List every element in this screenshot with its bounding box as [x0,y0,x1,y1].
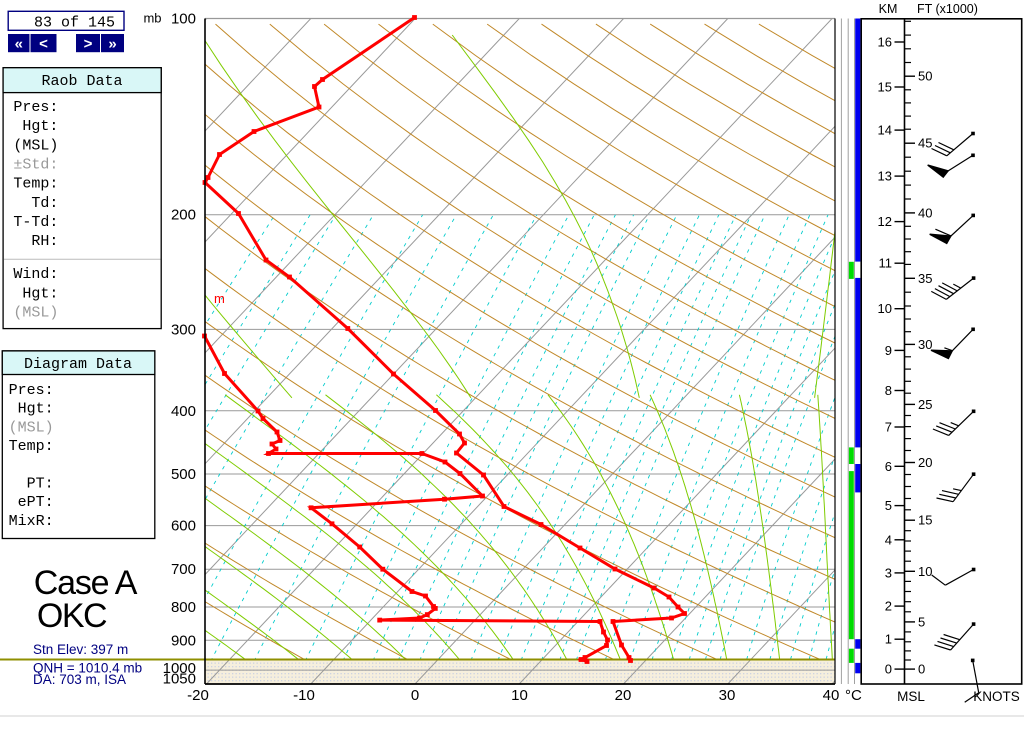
svg-text:100: 100 [171,11,196,28]
svg-text:10: 10 [918,564,932,579]
svg-text:7: 7 [885,420,892,435]
svg-text:10: 10 [511,687,528,704]
svg-text:°C: °C [845,687,862,704]
svg-text:Hgt:: Hgt: [22,118,58,135]
svg-text:MixR:: MixR: [9,513,54,530]
svg-text:700: 700 [171,561,196,578]
svg-text:Pres:: Pres: [9,382,54,399]
svg-text:Raob Data: Raob Data [41,73,122,90]
svg-text:5: 5 [885,498,892,513]
svg-text:40: 40 [918,205,932,220]
svg-text:PT:: PT: [27,476,54,493]
svg-text:MSL: MSL [897,689,925,704]
svg-text:KNOTS: KNOTS [973,689,1020,704]
svg-text:Case A: Case A [34,564,138,602]
svg-text:400: 400 [171,403,196,420]
svg-text:0: 0 [411,687,419,704]
svg-text:300: 300 [171,321,196,338]
svg-text:DA: 703 m, ISA: DA: 703 m, ISA [33,672,126,687]
svg-text:KM: KM [879,2,898,16]
svg-text:Hgt:: Hgt: [18,401,54,418]
svg-text:QNH = 1010.4 mb: QNH = 1010.4 mb [33,661,142,676]
svg-text:0: 0 [885,662,892,677]
svg-text:3: 3 [885,565,892,580]
svg-text:30: 30 [918,337,932,352]
svg-text:RH:: RH: [31,233,58,250]
svg-text:>: > [84,36,93,53]
svg-text:35: 35 [918,271,932,286]
svg-text:Stn Elev: 397 m: Stn Elev: 397 m [33,642,128,657]
svg-text:12: 12 [878,214,892,229]
svg-text:»: » [108,36,116,53]
svg-text:Diagram Data: Diagram Data [24,356,132,373]
svg-text:800: 800 [171,599,196,616]
svg-text:8: 8 [885,383,892,398]
svg-text:mb: mb [143,11,161,26]
svg-text:83 of 145: 83 of 145 [34,15,115,32]
svg-text:-20: -20 [187,687,209,704]
svg-text:13: 13 [878,169,892,184]
svg-text:Hgt:: Hgt: [22,286,58,303]
svg-text:45: 45 [918,136,932,151]
svg-text:1050: 1050 [163,671,196,688]
svg-text:Wind:: Wind: [13,266,58,283]
svg-text:6: 6 [885,459,892,474]
svg-text:11: 11 [879,256,893,271]
svg-text:1000: 1000 [163,660,196,677]
svg-text:40: 40 [823,687,840,704]
svg-text:«: « [15,36,23,53]
svg-text:30: 30 [719,687,736,704]
svg-text:ePT:: ePT: [18,494,54,511]
svg-text:900: 900 [171,632,196,649]
svg-text:50: 50 [918,69,932,84]
svg-text:9: 9 [885,343,892,358]
svg-text:16: 16 [878,35,892,50]
svg-text:Td:: Td: [31,195,58,212]
svg-text:600: 600 [171,518,196,535]
svg-text:T-Td:: T-Td: [13,214,58,231]
svg-text:<: < [39,36,48,53]
svg-text:15: 15 [878,80,892,95]
svg-text:OKC: OKC [37,597,107,635]
svg-text:0: 0 [918,662,925,677]
svg-text:-10: -10 [293,687,315,704]
svg-text:(MSL): (MSL) [9,419,54,436]
svg-text:4: 4 [885,532,892,547]
svg-text:m: m [214,291,225,306]
svg-text:10: 10 [878,301,892,316]
svg-text:FT (x1000): FT (x1000) [917,2,978,16]
svg-text:14: 14 [878,123,892,138]
svg-text:20: 20 [918,455,932,470]
svg-text:1: 1 [885,632,892,647]
svg-text:(MSL): (MSL) [13,305,58,322]
svg-text:5: 5 [918,614,925,629]
svg-text:(MSL): (MSL) [13,137,58,154]
svg-text:20: 20 [615,687,632,704]
svg-text:2: 2 [885,599,892,614]
svg-text:Temp:: Temp: [13,176,58,193]
svg-text:Temp:: Temp: [9,438,54,455]
svg-text:200: 200 [171,207,196,224]
svg-text:15: 15 [918,513,932,528]
svg-text:±Std:: ±Std: [13,157,58,174]
svg-text:500: 500 [171,466,196,483]
svg-text:Pres:: Pres: [13,99,58,116]
svg-text:25: 25 [918,397,932,412]
